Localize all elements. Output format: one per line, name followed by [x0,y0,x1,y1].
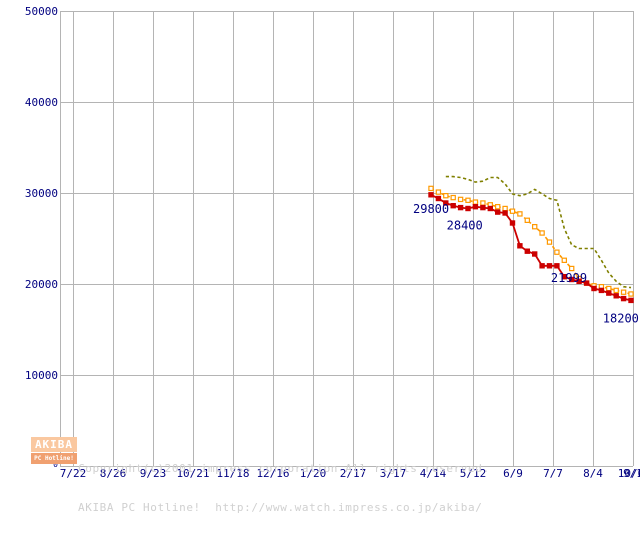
point-value-label: 29800 [413,202,449,216]
data-point-annotations: 29800 28400 21999 18200 [413,202,639,326]
series-marker [443,193,449,199]
x-tick-label: 12/16 [256,467,289,480]
series-marker [606,285,612,292]
y-tick-label: 50000 [25,5,58,18]
series-marker [568,265,575,272]
series-marker [450,203,456,209]
x-axis-tick-labels: 7/22 8/26 9/23 10/21 11/18 12/16 1/20 2/17 3/17 4… [60,467,640,480]
series-marker [531,251,538,257]
series-marker [443,200,449,206]
chart-canvas: 0 10000 20000 30000 40000 50000 7/22 8/26 9/23 1… [25,5,640,480]
series-marker [620,295,627,302]
x-tick-label: 10/21 [176,467,209,480]
series-marker [598,287,605,294]
x-tick-label: 9/1 [623,467,640,480]
series-marker [509,220,516,226]
series-marker [546,239,553,245]
series-marker [568,276,575,283]
akiba-logo-subtitle: PC Hotline! [31,453,77,464]
x-tick-label: 7/7 [543,467,563,480]
x-tick-label: 5/12 [460,467,487,480]
series-marker [495,204,501,210]
series-marker [487,205,494,212]
y-tick-label: 0 [53,460,58,469]
akiba-logo-title: AKIBA [31,437,77,452]
series-marker [428,192,434,198]
series-marker [435,195,442,202]
source-url-line: AKIBA PC Hotline! http://www.watch.impre… [78,501,483,514]
series-marker [546,263,553,269]
gridlines [60,11,634,467]
series-marker [428,185,434,192]
x-tick-label: 9/23 [140,467,167,480]
x-tick-label: 3/17 [380,467,407,480]
x-tick-label: 8/4 [583,467,603,480]
series-marker [561,257,568,264]
series-marker [457,204,464,211]
series-line [430,193,632,302]
series-marker [509,208,516,214]
point-value-label: 21999 [551,271,587,285]
series-marker [539,263,545,269]
x-tick-label: 10/6 [618,467,640,480]
series-line [445,175,632,289]
series-marker [583,280,590,286]
series-marker [531,224,538,230]
series-line [430,187,632,295]
point-value-label: 28400 [447,219,483,233]
series-marker [628,297,634,304]
series-marker [628,291,634,297]
series-marker [517,243,523,249]
series-marker [435,189,442,195]
series-marker [502,210,508,216]
y-axis-tick-labels: 0 10000 20000 30000 40000 50000 [25,5,58,469]
x-tick-label: 6/9 [503,467,523,480]
price-history-chart: 0 10000 20000 30000 40000 50000 7/22 8/26 9/23 1… [24,5,640,514]
series-marker [450,194,456,201]
y-tick-label: 20000 [25,278,58,291]
series-marker [620,289,627,295]
series-marker [457,196,464,203]
series-marker [517,211,523,217]
series-marker [591,285,597,292]
y-tick-label: 10000 [25,369,58,382]
series-marker [465,205,471,212]
series-marker [472,204,479,210]
series-marker [480,204,486,211]
series-marker [495,209,501,215]
point-value-label: 18200 [603,311,639,325]
series-marker [539,230,545,236]
series-marker [472,199,479,205]
x-tick-label: 2/17 [340,467,367,480]
x-tick-label: 11/18 [216,467,249,480]
series-marker [554,263,560,269]
data-series-layer [428,175,634,304]
akiba-logo: AKIBA PC Hotline! [31,437,77,465]
series-marker [465,197,471,203]
y-tick-label: 40000 [25,96,58,109]
series-marker [613,287,619,294]
series-marker [480,200,486,206]
series-marker [502,205,508,212]
y-tick-label: 30000 [25,187,58,200]
series-marker [606,290,612,296]
x-tick-label: 7/22 [60,467,87,480]
x-tick-label: 4/14 [420,467,447,480]
series-marker [554,249,560,255]
x-tick-label: 1/20 [300,467,327,480]
x-tick-label: 8/26 [100,467,127,480]
series-marker [576,278,582,285]
series-marker [561,274,568,280]
series-marker [613,293,619,299]
series-marker [524,248,531,254]
series-marker [524,217,531,223]
